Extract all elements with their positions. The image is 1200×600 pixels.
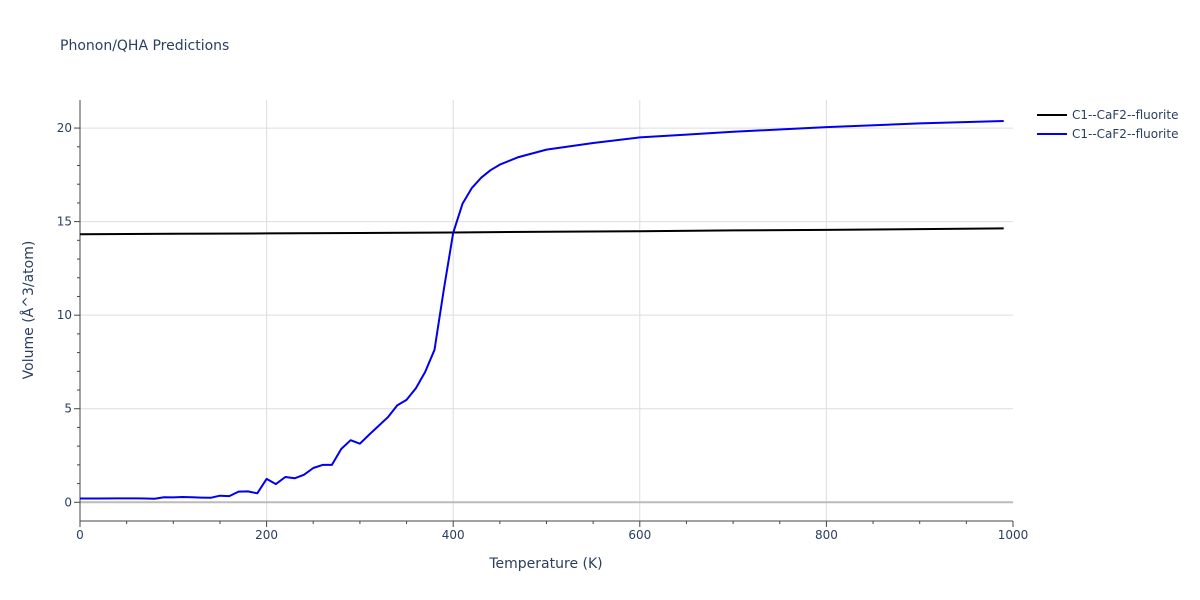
axes: 0 200 400 600 800 1000 0 5 10 15 20	[57, 100, 1029, 542]
x-tick-label: 600	[628, 528, 651, 542]
series-layer	[79, 120, 1004, 500]
x-axis-title: Temperature (K)	[488, 556, 602, 572]
legend-label: C1--CaF2--fluorite	[1072, 108, 1178, 122]
legend-item-2[interactable]: C1--CaF2--fluorite	[1037, 127, 1178, 141]
chart-title: Phonon/QHA Predictions	[60, 38, 229, 54]
y-tick-label: 20	[57, 121, 72, 135]
y-tick-label: 0	[64, 495, 72, 509]
legend[interactable]: C1--CaF2--fluorite C1--CaF2--fluorite	[1037, 108, 1178, 141]
x-tick-label: 800	[815, 528, 838, 542]
y-tick-label: 10	[57, 308, 72, 322]
y-tick-label: 15	[57, 215, 72, 229]
legend-item-1[interactable]: C1--CaF2--fluorite	[1037, 108, 1178, 122]
x-tick-label: 0	[76, 528, 84, 542]
x-tick-label: 1000	[998, 528, 1029, 542]
y-axis-title: Volume (Å^3/atom)	[20, 241, 37, 380]
y-tick-label: 5	[64, 402, 72, 416]
legend-label: C1--CaF2--fluorite	[1072, 127, 1178, 141]
x-tick-label: 400	[442, 528, 465, 542]
series-line-2	[80, 120, 1004, 500]
gridlines	[80, 100, 1013, 521]
series-line-1	[79, 227, 1004, 236]
x-tick-label: 200	[255, 528, 278, 542]
